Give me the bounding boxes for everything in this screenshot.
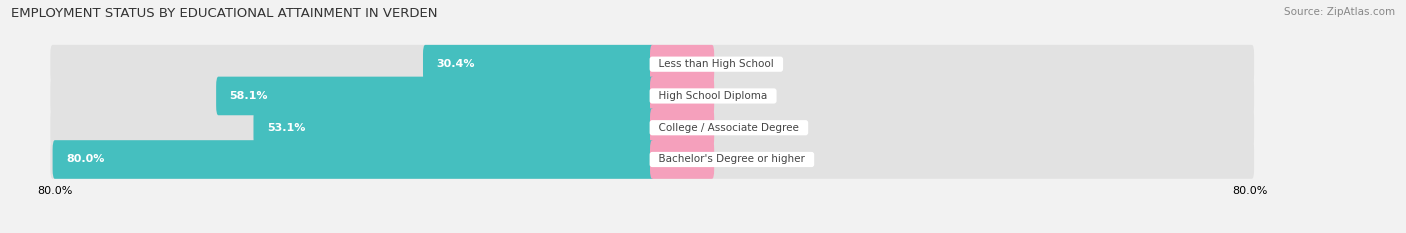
Text: Bachelor's Degree or higher: Bachelor's Degree or higher [652, 154, 811, 164]
Text: 80.0%: 80.0% [66, 154, 104, 164]
Text: 0.0%: 0.0% [720, 154, 748, 164]
Text: 53.1%: 53.1% [267, 123, 305, 133]
FancyBboxPatch shape [217, 77, 654, 115]
FancyBboxPatch shape [650, 77, 714, 115]
Text: 0.0%: 0.0% [720, 59, 748, 69]
Text: 0.0%: 0.0% [720, 91, 748, 101]
Text: 30.4%: 30.4% [436, 59, 475, 69]
FancyBboxPatch shape [51, 140, 1254, 179]
FancyBboxPatch shape [423, 45, 654, 83]
FancyBboxPatch shape [253, 108, 654, 147]
FancyBboxPatch shape [650, 108, 714, 147]
FancyBboxPatch shape [650, 140, 714, 179]
Legend: In Labor Force, Unemployed: In Labor Force, Unemployed [506, 230, 704, 233]
Text: Source: ZipAtlas.com: Source: ZipAtlas.com [1284, 7, 1395, 17]
FancyBboxPatch shape [51, 45, 1254, 83]
Text: EMPLOYMENT STATUS BY EDUCATIONAL ATTAINMENT IN VERDEN: EMPLOYMENT STATUS BY EDUCATIONAL ATTAINM… [11, 7, 437, 20]
FancyBboxPatch shape [650, 45, 714, 83]
FancyBboxPatch shape [51, 108, 1254, 147]
Text: High School Diploma: High School Diploma [652, 91, 773, 101]
FancyBboxPatch shape [51, 77, 1254, 115]
FancyBboxPatch shape [52, 140, 654, 179]
Text: College / Associate Degree: College / Associate Degree [652, 123, 806, 133]
Text: Less than High School: Less than High School [652, 59, 780, 69]
Text: 58.1%: 58.1% [229, 91, 269, 101]
Text: 0.0%: 0.0% [720, 123, 748, 133]
